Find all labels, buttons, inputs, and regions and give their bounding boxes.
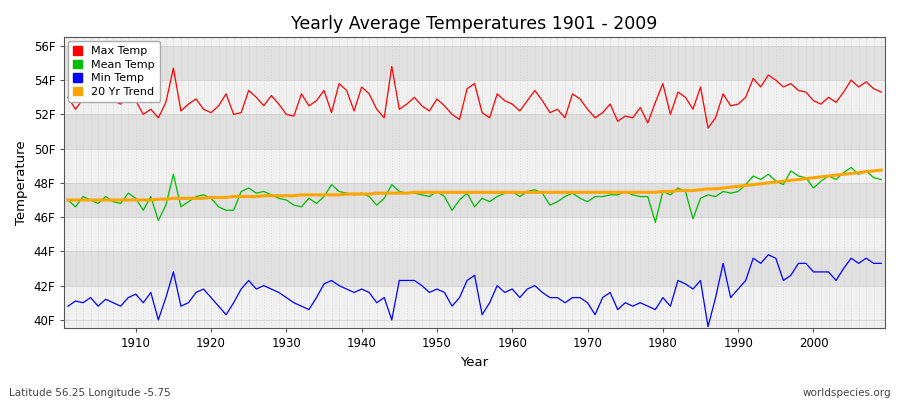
Bar bbox=[64, 217, 885, 251]
Title: Yearly Average Temperatures 1901 - 2009: Yearly Average Temperatures 1901 - 2009 bbox=[292, 15, 658, 33]
Text: Latitude 56.25 Longitude -5.75: Latitude 56.25 Longitude -5.75 bbox=[9, 388, 171, 398]
Bar bbox=[64, 149, 885, 183]
Bar bbox=[64, 80, 885, 114]
Bar bbox=[64, 37, 885, 46]
Bar bbox=[64, 183, 885, 217]
Legend: Max Temp, Mean Temp, Min Temp, 20 Yr Trend: Max Temp, Mean Temp, Min Temp, 20 Yr Tre… bbox=[68, 41, 160, 102]
Bar bbox=[64, 114, 885, 149]
Text: worldspecies.org: worldspecies.org bbox=[803, 388, 891, 398]
Y-axis label: Temperature: Temperature bbox=[15, 140, 28, 225]
Bar bbox=[64, 251, 885, 286]
X-axis label: Year: Year bbox=[461, 356, 489, 369]
Bar bbox=[64, 320, 885, 328]
Bar bbox=[64, 46, 885, 80]
Bar bbox=[64, 286, 885, 320]
